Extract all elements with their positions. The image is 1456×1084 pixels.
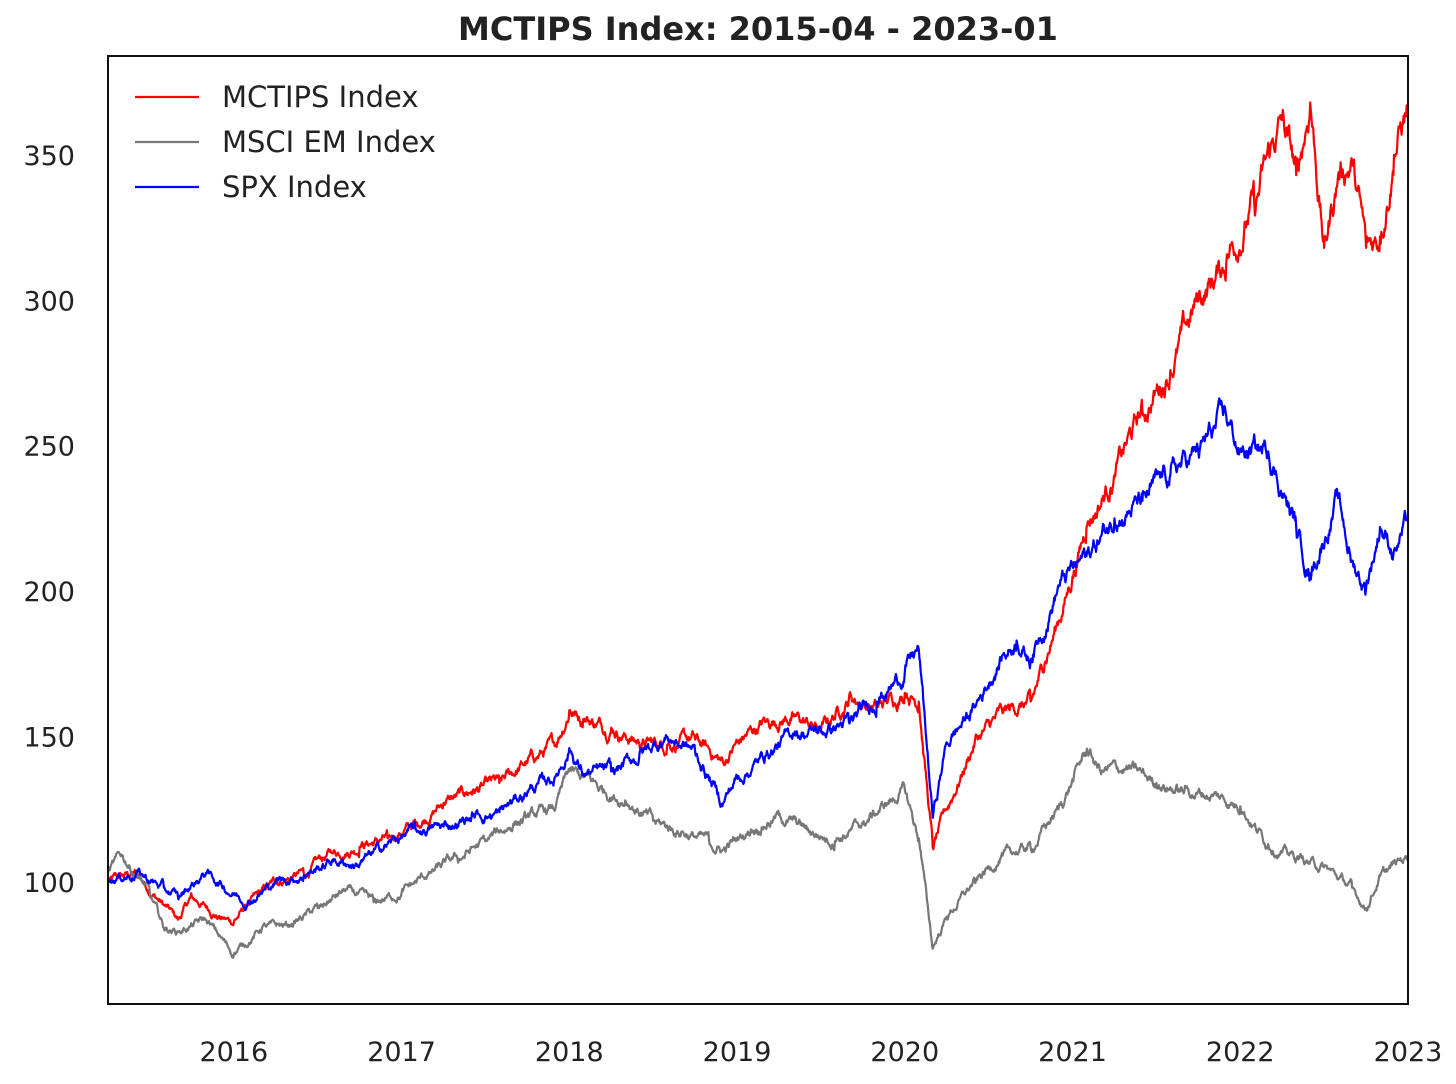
x-tick-label: 2019: [703, 1037, 772, 1068]
y-tick-label: 200: [23, 577, 75, 608]
x-tick-label: 2018: [535, 1037, 604, 1068]
legend-label: MCTIPS Index: [222, 80, 419, 114]
legend-label: MSCI EM Index: [222, 125, 436, 159]
y-tick-label: 350: [23, 141, 75, 172]
legend-label: SPX Index: [222, 170, 367, 204]
x-tick-label: 2023: [1374, 1037, 1443, 1068]
y-tick-label: 150: [23, 722, 75, 753]
series-line-0: [108, 101, 1408, 927]
plot-frame: [107, 55, 1409, 1005]
x-tick-label: 2022: [1206, 1037, 1275, 1068]
x-tick-label: 2020: [870, 1037, 939, 1068]
series-line-2: [108, 397, 1408, 912]
y-tick-label: 300: [23, 286, 75, 317]
series-line-1: [108, 747, 1408, 959]
x-tick-label: 2017: [367, 1037, 436, 1068]
y-tick-label: 100: [23, 868, 75, 899]
chart-title: MCTIPS Index: 2015-04 - 2023-01: [458, 10, 1058, 48]
x-tick-label: 2021: [1038, 1037, 1107, 1068]
y-tick-label: 250: [23, 432, 75, 463]
x-tick-label: 2016: [199, 1037, 268, 1068]
